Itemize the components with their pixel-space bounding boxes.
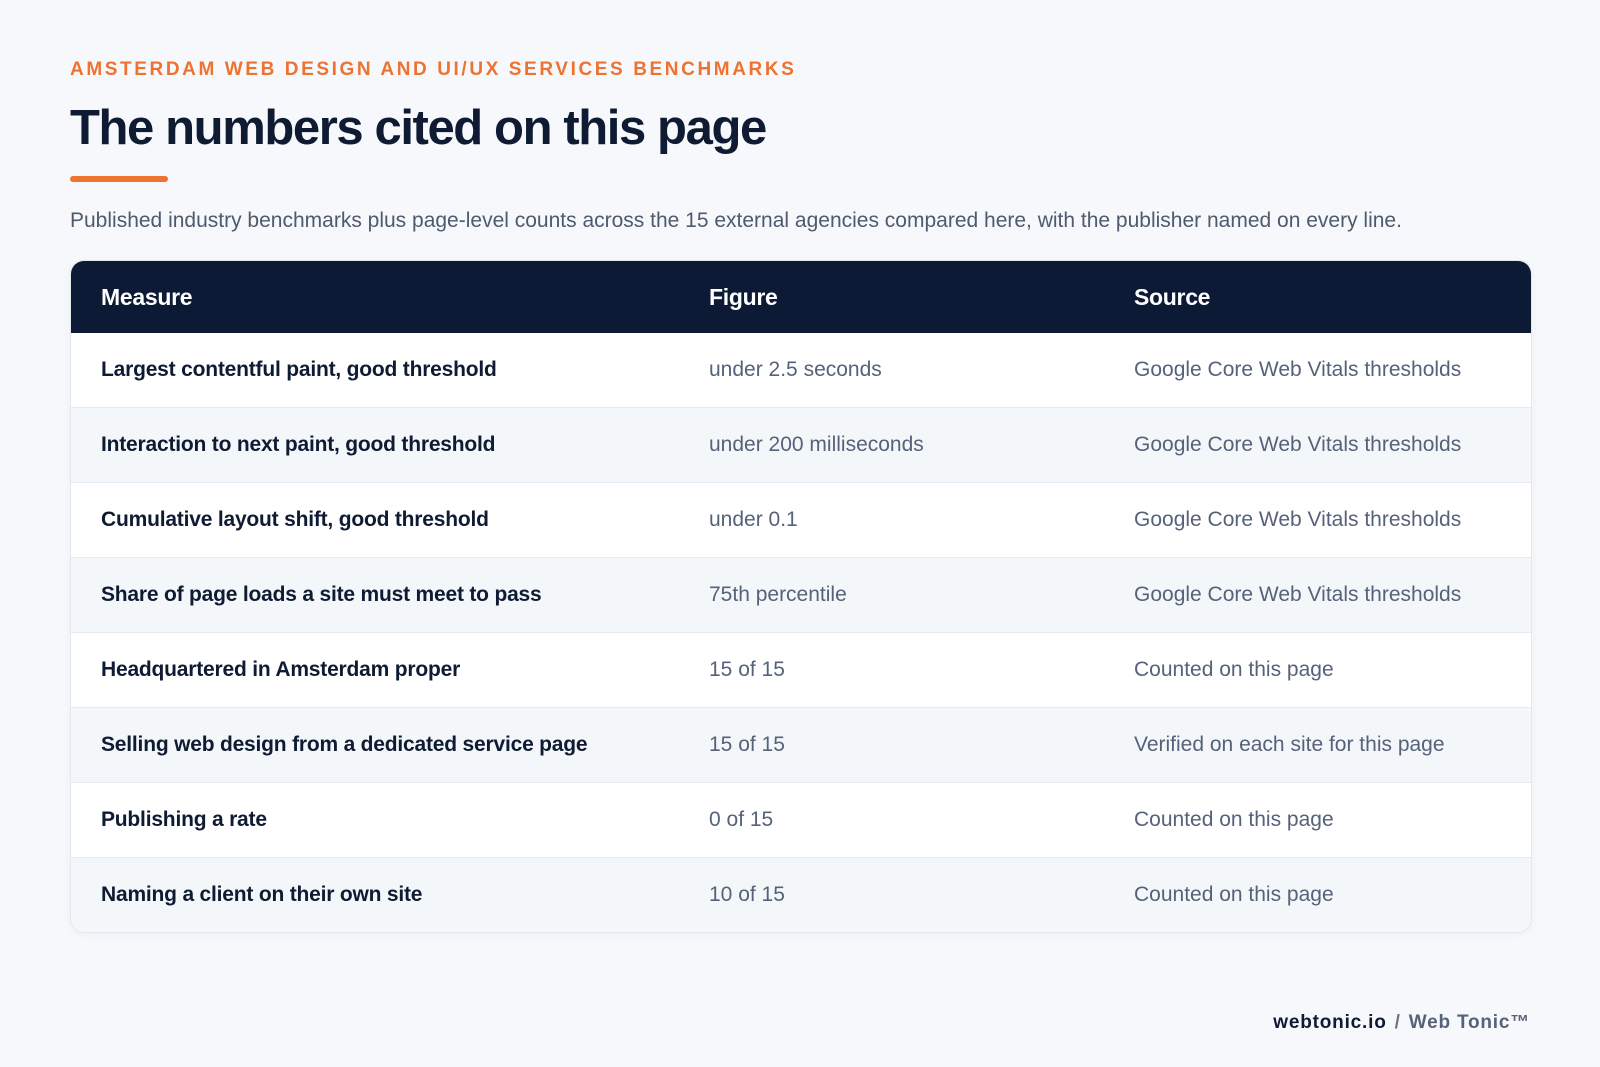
eyebrow-label: AMSTERDAM WEB DESIGN AND UI/UX SERVICES … <box>70 59 797 80</box>
measure-cell: Share of page loads a site must meet to … <box>71 557 679 633</box>
measure-cell: Largest contentful paint, good threshold <box>71 333 679 408</box>
measure-cell: Naming a client on their own site <box>71 857 679 932</box>
table-body: Largest contentful paint, good threshold… <box>71 333 1531 932</box>
table-header: Measure Figure Source <box>71 261 1531 333</box>
figure-cell: 15 of 15 <box>679 707 1104 783</box>
table-row: Naming a client on their own site 10 of … <box>71 857 1531 932</box>
table-header-row: Measure Figure Source <box>71 261 1531 333</box>
figure-cell: 0 of 15 <box>679 782 1104 858</box>
column-header-source: Source <box>1104 261 1531 333</box>
footer-brand: Web Tonic™ <box>1408 1012 1530 1033</box>
footer-separator: / <box>1394 1012 1401 1033</box>
measure-cell: Interaction to next paint, good threshol… <box>71 407 679 483</box>
benchmarks-table-card: Measure Figure Source Largest contentful… <box>70 260 1532 933</box>
source-cell: Google Core Web Vitals thresholds <box>1104 557 1531 633</box>
source-cell: Verified on each site for this page <box>1104 707 1531 783</box>
source-cell: Counted on this page <box>1104 632 1531 708</box>
figure-cell: 15 of 15 <box>679 632 1104 708</box>
footer-credit: webtonic.io / Web Tonic™ <box>1273 1010 1530 1036</box>
source-cell: Counted on this page <box>1104 857 1531 932</box>
source-cell: Google Core Web Vitals thresholds <box>1104 407 1531 483</box>
source-cell: Counted on this page <box>1104 782 1531 858</box>
measure-cell: Cumulative layout shift, good threshold <box>71 482 679 558</box>
page-title: The numbers cited on this page <box>70 101 767 155</box>
table-row: Largest contentful paint, good threshold… <box>71 333 1531 408</box>
source-cell: Google Core Web Vitals thresholds <box>1104 482 1531 558</box>
table-row: Publishing a rate 0 of 15 Counted on thi… <box>71 782 1531 858</box>
measure-cell: Headquartered in Amsterdam proper <box>71 632 679 708</box>
table-row: Headquartered in Amsterdam proper 15 of … <box>71 632 1531 708</box>
table-row: Interaction to next paint, good threshol… <box>71 407 1531 483</box>
figure-cell: under 0.1 <box>679 482 1104 558</box>
measure-cell: Selling web design from a dedicated serv… <box>71 707 679 783</box>
figure-cell: 75th percentile <box>679 557 1104 633</box>
page-content: AMSTERDAM WEB DESIGN AND UI/UX SERVICES … <box>70 56 1532 933</box>
column-header-measure: Measure <box>71 261 679 333</box>
figure-cell: 10 of 15 <box>679 857 1104 932</box>
footer-domain: webtonic.io <box>1273 1012 1387 1033</box>
table-row: Selling web design from a dedicated serv… <box>71 707 1531 783</box>
source-cell: Google Core Web Vitals thresholds <box>1104 333 1531 408</box>
accent-underline <box>70 176 168 182</box>
table-row: Cumulative layout shift, good threshold … <box>71 482 1531 558</box>
column-header-figure: Figure <box>679 261 1104 333</box>
measure-cell: Publishing a rate <box>71 782 679 858</box>
figure-cell: under 2.5 seconds <box>679 333 1104 408</box>
page-subtitle: Published industry benchmarks plus page-… <box>70 209 1402 232</box>
figure-cell: under 200 milliseconds <box>679 407 1104 483</box>
benchmarks-table: Measure Figure Source Largest contentful… <box>71 261 1531 932</box>
table-row: Share of page loads a site must meet to … <box>71 557 1531 633</box>
